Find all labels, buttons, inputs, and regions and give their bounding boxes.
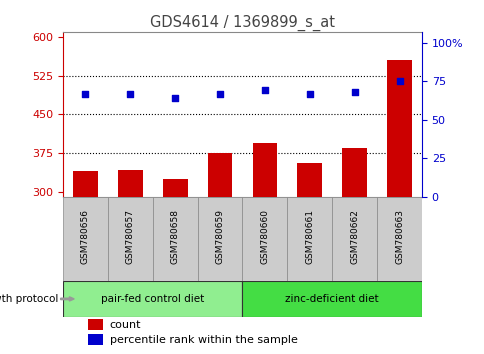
- Text: zinc-deficient diet: zinc-deficient diet: [285, 294, 378, 304]
- Text: GSM780660: GSM780660: [260, 210, 269, 264]
- Bar: [386, 60, 411, 347]
- Bar: [342, 148, 366, 347]
- Bar: [242, 197, 287, 281]
- Text: GSM780657: GSM780657: [125, 210, 135, 264]
- Bar: [163, 179, 187, 347]
- Bar: [63, 281, 242, 317]
- Bar: [252, 143, 277, 347]
- Point: [126, 91, 134, 96]
- Point: [395, 78, 403, 84]
- Text: count: count: [109, 320, 141, 330]
- Bar: [297, 163, 321, 347]
- Text: GSM780656: GSM780656: [81, 210, 90, 264]
- Text: growth protocol: growth protocol: [0, 294, 58, 304]
- Bar: [118, 170, 142, 347]
- Point: [216, 91, 224, 96]
- Bar: [287, 197, 332, 281]
- Text: percentile rank within the sample: percentile rank within the sample: [109, 335, 297, 345]
- Bar: [242, 281, 421, 317]
- Bar: [207, 153, 232, 347]
- Text: pair-fed control diet: pair-fed control diet: [101, 294, 204, 304]
- Text: GSM780658: GSM780658: [170, 210, 180, 264]
- Point: [305, 91, 313, 96]
- Point: [81, 91, 89, 96]
- Title: GDS4614 / 1369899_s_at: GDS4614 / 1369899_s_at: [150, 14, 334, 30]
- Bar: [88, 334, 102, 346]
- Bar: [88, 319, 102, 330]
- Text: GSM780662: GSM780662: [349, 210, 359, 264]
- Point: [350, 89, 358, 95]
- Bar: [332, 197, 376, 281]
- Bar: [197, 197, 242, 281]
- Text: GSM780661: GSM780661: [304, 210, 314, 264]
- Bar: [63, 197, 107, 281]
- Bar: [152, 197, 197, 281]
- Bar: [107, 197, 152, 281]
- Bar: [376, 197, 421, 281]
- Point: [260, 88, 268, 93]
- Bar: [73, 171, 98, 347]
- Text: GSM780663: GSM780663: [394, 210, 403, 264]
- Text: GSM780659: GSM780659: [215, 210, 224, 264]
- Point: [171, 95, 179, 101]
